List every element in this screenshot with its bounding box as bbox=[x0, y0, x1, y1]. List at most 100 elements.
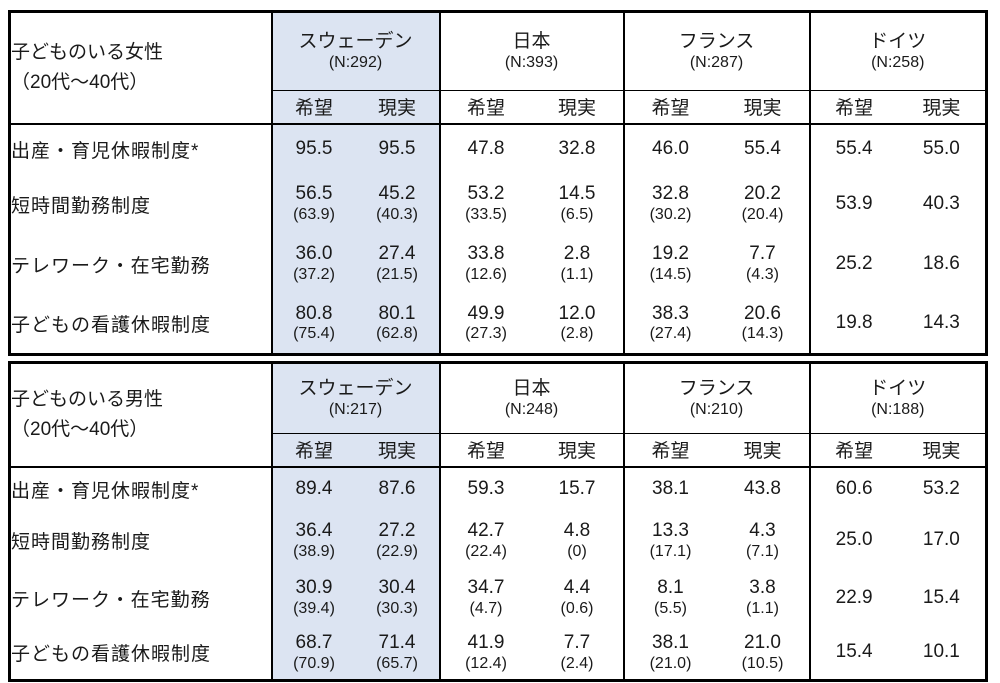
data-cell-japan: 33.8 (12.6) 2.8 (1.1) bbox=[438, 234, 624, 294]
value-real: 2.8 bbox=[563, 243, 591, 265]
value-real: 45.2 bbox=[378, 183, 416, 205]
data-cell-sweden: 56.5 (63.9) 45.2 (40.3) bbox=[270, 173, 440, 235]
country-sample-size: (N:188) bbox=[871, 401, 925, 419]
country-sample-size: (N:217) bbox=[328, 401, 383, 419]
table-row: 短時間勤務制度 36.4 (38.9) 27.2 (22.9) 42.7 (22.4)… bbox=[10, 511, 987, 570]
country-sample-size: (N:248) bbox=[504, 401, 559, 419]
value-real-paren: (2.4) bbox=[560, 654, 594, 672]
data-cell-sweden: 30.9 (39.4) 30.4 (30.3) bbox=[270, 569, 440, 627]
column-header-sweden: スウェーデン (N:217) bbox=[270, 362, 440, 434]
country-sample-size: (N:292) bbox=[328, 54, 383, 72]
subheader-germany: 希望 現実 bbox=[808, 90, 987, 125]
table-men-with-children: 子どものいる男性 （20代～40代） スウェーデン (N:217) 日本 (N:… bbox=[8, 361, 988, 682]
value-hope: 34.7 bbox=[467, 577, 505, 599]
value-hope-paren: (27.3) bbox=[465, 325, 507, 343]
value-hope: 19.2 bbox=[652, 243, 689, 265]
value-real-paren: (65.7) bbox=[376, 654, 418, 672]
country-sample-size: (N:393) bbox=[504, 54, 559, 72]
value-hope: 95.5 bbox=[295, 137, 333, 159]
value-real-paren: (4.3) bbox=[746, 266, 779, 284]
value-real-paren: (1.1) bbox=[746, 600, 779, 618]
subheader-row: 希望 現実 希望 現実 希望 現実 希望 現実 bbox=[10, 433, 987, 468]
value-hope: 22.9 bbox=[835, 586, 873, 608]
value-real-paren: (21.5) bbox=[376, 266, 418, 284]
subheader-hope: 希望 bbox=[651, 441, 690, 463]
country-name: フランス bbox=[678, 30, 755, 52]
data-cell-germany: 15.4 10.1 bbox=[808, 626, 987, 681]
value-real: 32.8 bbox=[558, 137, 596, 159]
value-hope: 8.1 bbox=[657, 577, 684, 599]
value-hope: 25.2 bbox=[835, 252, 873, 274]
column-header-france: フランス (N:287) bbox=[622, 11, 810, 91]
row-label: 短時間勤務制度 bbox=[11, 532, 152, 553]
subheader-japan: 希望 現実 bbox=[438, 433, 624, 468]
value-real-paren: (62.8) bbox=[376, 325, 418, 343]
subheader-real: 現実 bbox=[922, 441, 961, 463]
value-real: 21.0 bbox=[744, 632, 781, 654]
value-real: 15.4 bbox=[922, 586, 960, 608]
value-hope: 25.0 bbox=[835, 529, 873, 551]
data-cell-japan: 53.2 (33.5) 14.5 (6.5) bbox=[438, 173, 624, 235]
data-cell-japan: 42.7 (22.4) 4.8 (0) bbox=[438, 511, 624, 570]
value-hope: 32.8 bbox=[652, 183, 689, 205]
country-name: 日本 bbox=[512, 30, 551, 52]
table-row: テレワーク・在宅勤務 30.9 (39.4) 30.4 (30.3) 34.7 (4.… bbox=[10, 569, 987, 627]
column-header-germany: ドイツ (N:188) bbox=[808, 362, 987, 434]
subheader-real: 現実 bbox=[922, 98, 961, 120]
country-name: スウェーデン bbox=[298, 377, 413, 399]
subheader-real: 現実 bbox=[743, 441, 782, 463]
data-cell-japan: 41.9 (12.4) 7.7 (2.4) bbox=[438, 626, 624, 681]
row-label: 出産・育児休暇制度* bbox=[11, 140, 200, 162]
value-hope: 42.7 bbox=[467, 519, 505, 541]
row-label: 子どもの看護休暇制度 bbox=[11, 314, 212, 336]
group-label-men: 子どものいる男性 （20代～40代） bbox=[9, 362, 272, 468]
data-cell-france: 13.3 (17.1) 4.3 (7.1) bbox=[622, 511, 810, 570]
value-real-paren: (0) bbox=[567, 542, 587, 560]
value-real: 4.8 bbox=[563, 519, 591, 541]
value-hope: 13.3 bbox=[652, 519, 689, 541]
value-hope: 80.8 bbox=[295, 302, 333, 324]
value-hope: 55.4 bbox=[835, 137, 873, 159]
data-cell-germany: 55.4 55.0 bbox=[808, 123, 987, 174]
value-real-paren: (6.5) bbox=[560, 206, 594, 224]
value-hope-paren: (37.2) bbox=[293, 266, 335, 284]
data-cell-japan: 59.3 15.7 bbox=[438, 466, 624, 512]
value-real: 27.2 bbox=[378, 519, 416, 541]
data-cell-france: 32.8 (30.2) 20.2 (20.4) bbox=[622, 173, 810, 235]
value-hope-paren: (12.4) bbox=[465, 654, 507, 672]
value-real: 14.5 bbox=[558, 183, 596, 205]
country-sample-size: (N:258) bbox=[871, 54, 925, 72]
data-cell-sweden: 89.4 87.6 bbox=[270, 466, 440, 512]
value-real: 80.1 bbox=[378, 302, 416, 324]
value-real: 15.7 bbox=[558, 478, 596, 500]
country-header-row: 子どものいる女性 （20代～40代） スウェーデン (N:292) 日本 (N:… bbox=[9, 11, 987, 125]
column-header-germany: ドイツ (N:258) bbox=[808, 11, 987, 91]
subheader-sweden: 希望 現実 bbox=[270, 433, 440, 468]
value-real: 20.6 bbox=[744, 302, 781, 324]
subheader-hope: 希望 bbox=[466, 441, 505, 463]
value-real: 43.8 bbox=[744, 478, 781, 500]
value-hope-paren: (22.4) bbox=[465, 542, 507, 560]
column-header-japan: 日本 (N:393) bbox=[438, 11, 624, 91]
value-hope: 47.8 bbox=[467, 137, 505, 159]
value-real: 17.0 bbox=[922, 529, 960, 551]
value-hope: 56.5 bbox=[295, 183, 333, 205]
subheader-hope: 希望 bbox=[466, 98, 505, 120]
value-real: 4.3 bbox=[749, 519, 776, 541]
country-sample-size: (N:287) bbox=[689, 54, 744, 72]
table-women-with-children: 子どものいる女性 （20代～40代） スウェーデン (N:292) 日本 (N:… bbox=[8, 10, 988, 356]
data-cell-sweden: 68.7 (70.9) 71.4 (65.7) bbox=[270, 626, 440, 681]
subheader-japan: 希望 現実 bbox=[438, 90, 624, 125]
value-hope-paren: (21.0) bbox=[649, 654, 692, 672]
data-cell-germany: 53.9 40.3 bbox=[808, 173, 987, 235]
value-real: 4.4 bbox=[563, 577, 591, 599]
value-hope: 33.8 bbox=[467, 243, 505, 265]
table-row: テレワーク・在宅勤務 36.0 (37.2) 27.4 (21.5) 33.8 (12… bbox=[10, 234, 987, 294]
subheader-france: 希望 現実 bbox=[622, 433, 810, 468]
data-cell-sweden: 95.5 95.5 bbox=[270, 123, 440, 174]
value-real: 14.3 bbox=[922, 311, 960, 333]
country-name: ドイツ bbox=[869, 377, 927, 399]
value-real: 27.4 bbox=[378, 243, 416, 265]
row-label: テレワーク・在宅勤務 bbox=[11, 255, 211, 277]
